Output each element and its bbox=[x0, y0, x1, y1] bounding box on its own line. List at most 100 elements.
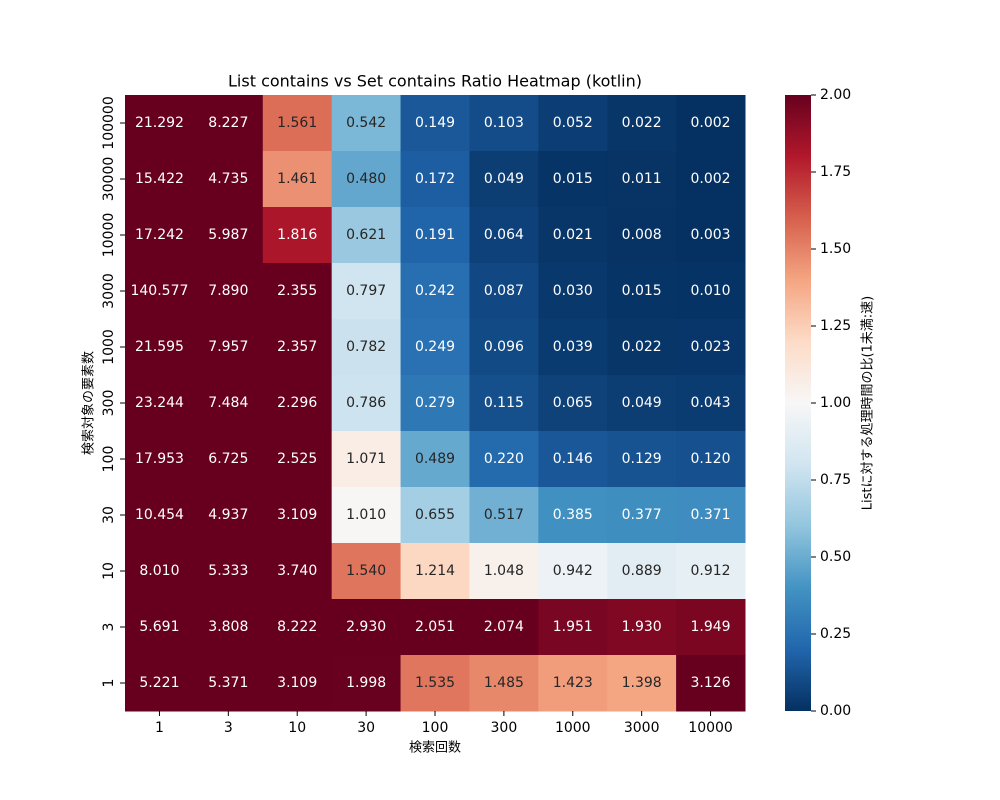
heatmap-cell bbox=[193, 375, 264, 432]
cell-label: 0.129 bbox=[622, 451, 662, 467]
heatmap-cell bbox=[125, 263, 195, 320]
heatmap-cell bbox=[331, 151, 402, 208]
cell-label: 1.461 bbox=[277, 171, 317, 187]
heatmap-cell bbox=[193, 543, 264, 600]
heatmap-cell bbox=[400, 151, 470, 208]
heatmap-cell bbox=[607, 319, 677, 376]
heatmap-cell bbox=[469, 207, 539, 264]
cell-label: 1.561 bbox=[277, 115, 317, 131]
heatmap-cell bbox=[193, 655, 264, 712]
colorbar-tick-label: 1.75 bbox=[820, 164, 851, 180]
heatmap-cell bbox=[331, 431, 402, 488]
heatmap-cell bbox=[193, 487, 264, 544]
cell-label: 3.109 bbox=[277, 507, 317, 523]
heatmap-cell bbox=[469, 151, 539, 208]
heatmap-cell bbox=[676, 151, 746, 208]
cell-label: 0.782 bbox=[346, 339, 386, 355]
heatmap-cell bbox=[400, 599, 470, 656]
heatmap-cell bbox=[538, 263, 608, 320]
cell-label: 5.371 bbox=[208, 675, 248, 691]
x-tick-label: 3000 bbox=[624, 720, 660, 736]
y-axis-label: 検索対象の要素数 bbox=[82, 351, 97, 455]
cell-label: 1.071 bbox=[346, 451, 386, 467]
x-tick-label: 10 bbox=[288, 720, 306, 736]
colorbar-tick-label: 1.25 bbox=[820, 318, 851, 334]
y-tick-label: 3000 bbox=[101, 273, 117, 309]
cell-label: 17.242 bbox=[135, 227, 184, 243]
y-tick-label: 100000 bbox=[101, 96, 117, 149]
heatmap-cell bbox=[607, 487, 677, 544]
cell-label: 0.371 bbox=[691, 507, 731, 523]
cell-label: 1.048 bbox=[484, 563, 524, 579]
cell-label: 23.244 bbox=[135, 395, 184, 411]
cell-label: 0.249 bbox=[415, 339, 455, 355]
cell-label: 1.998 bbox=[346, 675, 386, 691]
heatmap-cell bbox=[607, 151, 677, 208]
heatmap-cell bbox=[331, 207, 402, 264]
heatmap-cell bbox=[262, 151, 333, 208]
cell-label: 3.808 bbox=[208, 619, 248, 635]
heatmap-cell bbox=[262, 431, 333, 488]
heatmap-cell bbox=[400, 207, 470, 264]
y-tick-label: 30000 bbox=[101, 157, 117, 202]
cell-label: 0.003 bbox=[691, 227, 731, 243]
heatmap-cell bbox=[193, 207, 264, 264]
cell-label: 0.087 bbox=[484, 283, 524, 299]
heatmap-cell bbox=[331, 487, 402, 544]
heatmap-cell bbox=[125, 543, 195, 600]
x-axis-label: 検索回数 bbox=[409, 741, 461, 756]
cell-label: 5.221 bbox=[139, 675, 179, 691]
cell-label: 0.021 bbox=[553, 227, 593, 243]
heatmap-cell bbox=[469, 543, 539, 600]
heatmap-cell bbox=[607, 375, 677, 432]
y-tick-label: 3 bbox=[101, 623, 117, 632]
cell-label: 1.949 bbox=[691, 619, 731, 635]
heatmap-cell bbox=[125, 375, 195, 432]
cell-label: 1.540 bbox=[346, 563, 386, 579]
heatmap-cell bbox=[538, 375, 608, 432]
cell-label: 0.030 bbox=[553, 283, 593, 299]
heatmap-cell bbox=[331, 319, 402, 376]
cell-label: 0.279 bbox=[415, 395, 455, 411]
cell-label: 0.103 bbox=[484, 115, 524, 131]
cell-label: 0.517 bbox=[484, 507, 524, 523]
colorbar-tick-label: 1.00 bbox=[820, 395, 851, 411]
colorbar-tick-label: 0.50 bbox=[820, 549, 851, 565]
cell-label: 0.022 bbox=[622, 339, 662, 355]
cell-label: 7.484 bbox=[208, 395, 248, 411]
heatmap-cell bbox=[469, 95, 539, 152]
x-tick-label: 100 bbox=[422, 720, 449, 736]
cell-label: 21.595 bbox=[135, 339, 184, 355]
heatmap-cell bbox=[331, 263, 402, 320]
cell-label: 0.172 bbox=[415, 171, 455, 187]
heatmap-cell bbox=[400, 431, 470, 488]
cell-label: 1.816 bbox=[277, 227, 317, 243]
heatmap-cell bbox=[607, 655, 677, 712]
cell-label: 0.023 bbox=[691, 339, 731, 355]
x-tick-label: 300 bbox=[491, 720, 518, 736]
heatmap-cell bbox=[469, 319, 539, 376]
cell-label: 0.220 bbox=[484, 451, 524, 467]
cell-label: 3.740 bbox=[277, 563, 317, 579]
heatmap-cell bbox=[193, 599, 264, 656]
cell-label: 15.422 bbox=[135, 171, 184, 187]
heatmap-cell bbox=[676, 487, 746, 544]
cell-label: 1.423 bbox=[553, 675, 593, 691]
x-tick-label: 1000 bbox=[555, 720, 591, 736]
cell-label: 7.890 bbox=[208, 283, 248, 299]
heatmap-cell bbox=[262, 599, 333, 656]
cell-label: 5.987 bbox=[208, 227, 248, 243]
cell-label: 0.377 bbox=[622, 507, 662, 523]
heatmap-cell bbox=[400, 487, 470, 544]
cell-label: 4.937 bbox=[208, 507, 248, 523]
heatmap-cell bbox=[125, 655, 195, 712]
cell-label: 2.074 bbox=[484, 619, 524, 635]
heatmap-cell bbox=[538, 487, 608, 544]
heatmap-cell bbox=[538, 431, 608, 488]
heatmap-cell bbox=[400, 263, 470, 320]
heatmap-cell bbox=[331, 543, 402, 600]
y-tick-label: 100 bbox=[101, 446, 117, 473]
heatmap-cell bbox=[676, 375, 746, 432]
cell-label: 5.333 bbox=[208, 563, 248, 579]
